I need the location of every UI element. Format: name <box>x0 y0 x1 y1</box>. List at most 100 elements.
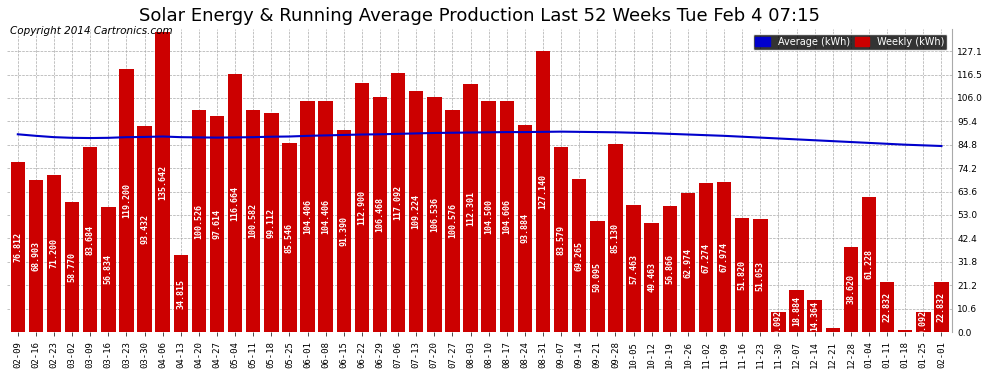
Text: 61.228: 61.228 <box>864 249 873 279</box>
Text: 22.832: 22.832 <box>937 292 946 322</box>
Text: 119.200: 119.200 <box>122 183 131 218</box>
Text: 104.406: 104.406 <box>321 199 331 234</box>
Bar <box>319 101 333 332</box>
Text: 97.614: 97.614 <box>213 209 222 239</box>
Text: 9.092: 9.092 <box>774 310 783 334</box>
Bar <box>155 32 170 332</box>
Text: 104.500: 104.500 <box>484 199 493 234</box>
Text: 100.582: 100.582 <box>248 204 257 238</box>
Text: 56.866: 56.866 <box>665 254 674 284</box>
Bar <box>101 207 116 332</box>
Text: 50.095: 50.095 <box>593 262 602 292</box>
Text: 109.224: 109.224 <box>412 194 421 229</box>
Text: 67.974: 67.974 <box>720 242 729 272</box>
Bar <box>373 97 387 332</box>
Bar <box>753 219 767 332</box>
Bar <box>608 144 623 332</box>
Text: 104.606: 104.606 <box>502 199 511 234</box>
Text: 93.432: 93.432 <box>141 214 149 244</box>
Bar <box>119 69 134 332</box>
Title: Solar Energy & Running Average Production Last 52 Weeks Tue Feb 4 07:15: Solar Energy & Running Average Productio… <box>140 7 820 25</box>
Text: 14.364: 14.364 <box>810 301 819 331</box>
Bar <box>138 126 151 332</box>
Bar <box>282 143 297 332</box>
Text: 135.642: 135.642 <box>158 165 167 200</box>
Text: 71.200: 71.200 <box>50 238 58 268</box>
Bar <box>300 101 315 332</box>
Bar <box>354 82 369 332</box>
Bar <box>808 300 822 332</box>
Bar <box>83 147 97 332</box>
Text: 22.832: 22.832 <box>883 292 892 322</box>
Bar <box>861 197 876 332</box>
Bar <box>391 73 405 332</box>
Text: 18.884: 18.884 <box>792 296 801 326</box>
Bar <box>427 97 442 332</box>
Text: 49.463: 49.463 <box>647 262 656 292</box>
Bar <box>644 223 659 332</box>
Text: 112.301: 112.301 <box>466 190 475 225</box>
Bar <box>264 113 278 332</box>
Text: 93.884: 93.884 <box>521 213 530 243</box>
Bar <box>29 180 44 332</box>
Bar <box>518 124 533 332</box>
Bar <box>717 182 732 332</box>
Bar <box>481 101 496 332</box>
Bar <box>771 312 786 332</box>
Text: 104.406: 104.406 <box>303 199 312 234</box>
Bar <box>627 205 641 332</box>
Text: 68.903: 68.903 <box>32 241 41 271</box>
Bar <box>409 91 424 332</box>
Text: 34.815: 34.815 <box>176 279 185 309</box>
Text: 91.390: 91.390 <box>340 216 348 246</box>
Bar <box>699 183 713 332</box>
Bar <box>880 282 894 332</box>
Bar <box>572 179 586 332</box>
Text: 58.770: 58.770 <box>67 252 76 282</box>
Legend: Average (kWh), Weekly (kWh): Average (kWh), Weekly (kWh) <box>752 34 947 50</box>
Bar <box>789 290 804 332</box>
Text: 85.130: 85.130 <box>611 223 620 253</box>
Text: 117.092: 117.092 <box>394 185 403 220</box>
Text: 57.463: 57.463 <box>629 254 639 284</box>
Text: Copyright 2014 Cartronics.com: Copyright 2014 Cartronics.com <box>10 26 172 36</box>
Text: 106.468: 106.468 <box>375 197 384 232</box>
Bar <box>173 255 188 332</box>
Text: 76.812: 76.812 <box>13 232 23 262</box>
Text: 69.265: 69.265 <box>575 241 584 271</box>
Bar <box>446 110 459 332</box>
Text: 56.834: 56.834 <box>104 254 113 284</box>
Bar <box>735 217 749 332</box>
Text: 9.092: 9.092 <box>919 310 928 334</box>
Bar <box>662 206 677 332</box>
Bar <box>681 193 695 332</box>
Text: 116.664: 116.664 <box>231 186 240 221</box>
Text: 51.053: 51.053 <box>755 261 765 291</box>
Text: 100.526: 100.526 <box>194 204 203 238</box>
Text: 51.820: 51.820 <box>738 260 746 290</box>
Bar <box>935 282 948 332</box>
Bar <box>246 110 260 332</box>
Text: 85.546: 85.546 <box>285 223 294 253</box>
Text: 83.579: 83.579 <box>556 225 565 255</box>
Bar <box>47 175 61 332</box>
Bar <box>898 330 913 332</box>
Text: 112.900: 112.900 <box>357 190 366 225</box>
Text: 100.576: 100.576 <box>447 204 457 238</box>
Text: 127.140: 127.140 <box>539 174 547 209</box>
Bar <box>500 101 514 332</box>
Bar <box>463 84 478 332</box>
Bar <box>916 312 931 332</box>
Bar <box>590 221 605 332</box>
Text: 38.620: 38.620 <box>846 274 855 304</box>
Text: 99.112: 99.112 <box>267 208 276 238</box>
Text: 67.274: 67.274 <box>702 243 711 273</box>
Bar <box>210 116 225 332</box>
Bar <box>826 328 841 332</box>
Bar <box>337 130 351 332</box>
Text: 106.536: 106.536 <box>430 197 439 232</box>
Text: 83.684: 83.684 <box>86 225 95 255</box>
Bar <box>536 51 550 332</box>
Bar <box>192 110 206 332</box>
Bar <box>65 202 79 332</box>
